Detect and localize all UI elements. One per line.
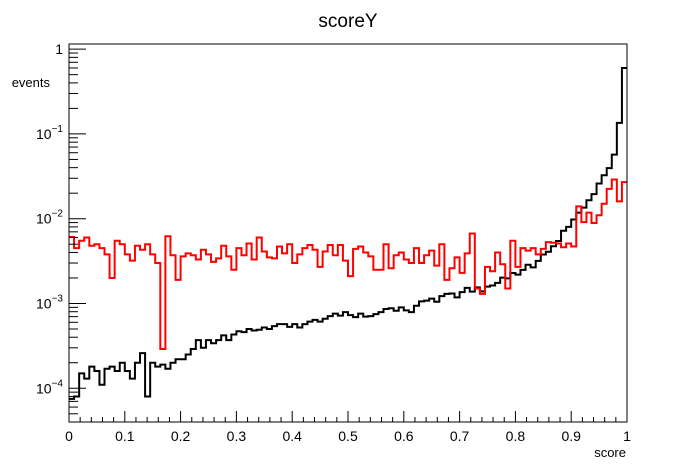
- x-axis-label: score: [594, 445, 626, 460]
- series-line-1: [69, 178, 627, 351]
- x-tick-label: 0: [65, 428, 73, 444]
- chart-title: scoreY: [318, 11, 377, 32]
- plot-frame: [68, 43, 628, 423]
- x-tick-label: 0.4: [282, 428, 302, 444]
- x-tick-label: 0.1: [115, 428, 135, 444]
- x-tick-label: 0.8: [506, 428, 526, 444]
- x-tick-label: 0.7: [450, 428, 470, 444]
- x-tick-label: 0.5: [338, 428, 358, 444]
- x-tick-label: 0.6: [394, 428, 414, 444]
- x-tick-label: 0.3: [227, 428, 247, 444]
- plot-area: 0 0.1 0.2 0.3 0.4 0.5 0.6 0.7 0.8 0.9 1 1 10−1 10−2 10…: [36, 41, 631, 444]
- series-line-0: [69, 66, 627, 400]
- y-tick-label: 10−1: [36, 124, 63, 142]
- y-tick-label: 1: [55, 41, 63, 57]
- y-tick-label: 10−2: [36, 209, 63, 227]
- y-tick-label: 10−3: [36, 293, 63, 311]
- y-axis-label: events: [12, 75, 51, 90]
- x-tick-label: 1: [623, 428, 631, 444]
- x-tick-label: 0.2: [171, 428, 191, 444]
- x-tick-label: 0.9: [561, 428, 581, 444]
- y-tick-label: 10−4: [36, 378, 63, 396]
